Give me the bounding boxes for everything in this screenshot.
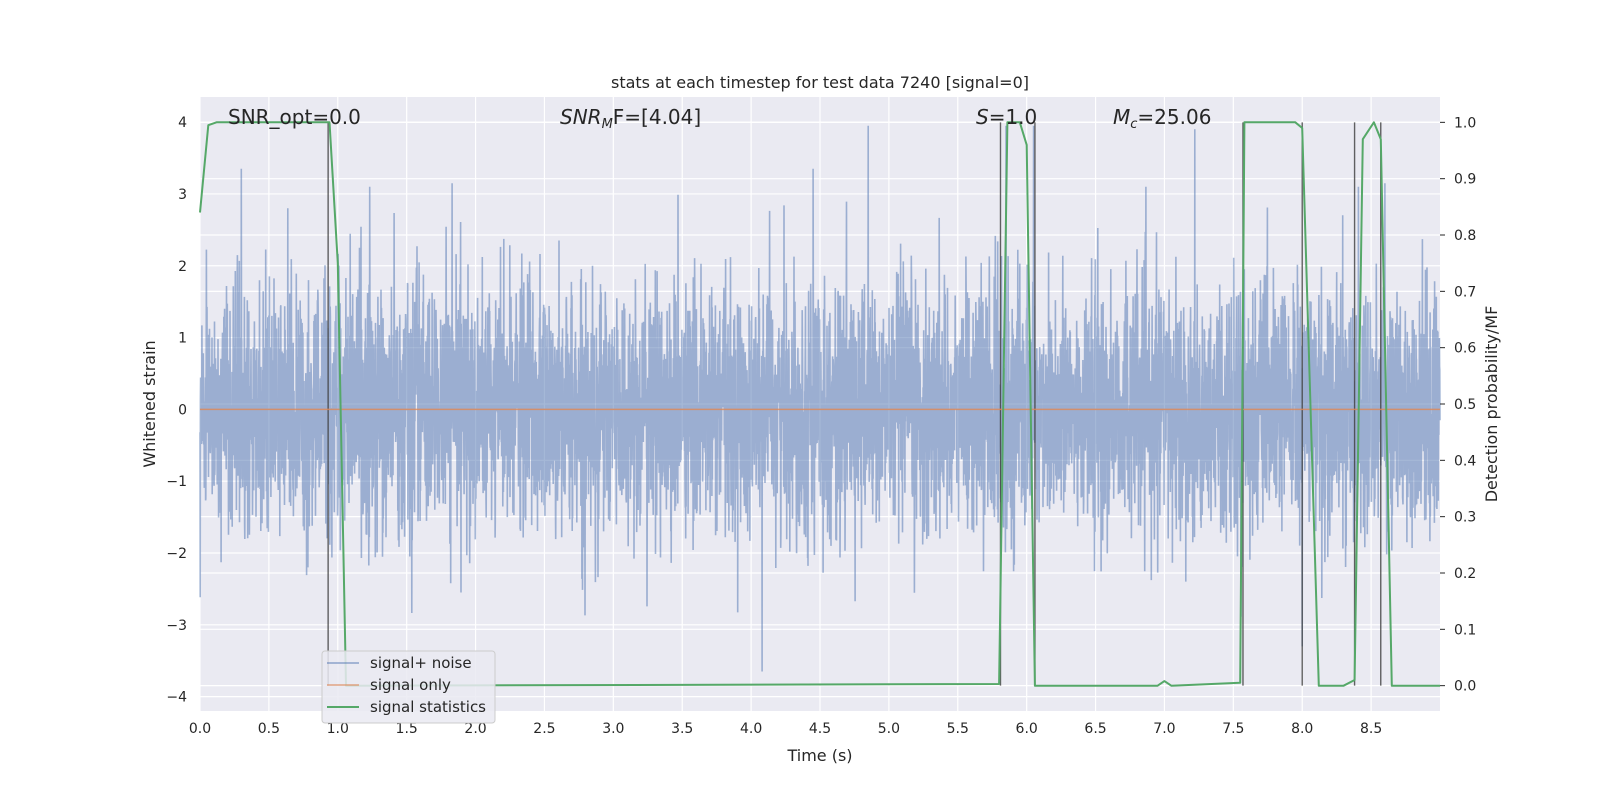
x-tick-label: 6.5 (1084, 721, 1106, 737)
x-tick-label: 4.0 (740, 721, 762, 737)
signal-statistics-line (199, 121, 1440, 687)
mc-annotation: Mc=25.06 (1113, 105, 1211, 132)
x-tick-label: 8.0 (1291, 721, 1313, 737)
right-y-tick-label: 0.4 (1454, 453, 1476, 469)
left-y-tick-label: −3 (166, 618, 187, 634)
left-y-tick-label: 2 (178, 259, 187, 275)
legend: signal+ noise signal only signal statist… (321, 650, 496, 724)
legend-label-signal-only: signal only (370, 676, 451, 694)
chart-title: stats at each timestep for test data 724… (611, 73, 1029, 92)
right-y-tick-label: 0.7 (1454, 284, 1476, 300)
x-tick-label: 7.0 (1153, 721, 1175, 737)
right-y-tick-label: 0.2 (1454, 566, 1476, 582)
legend-box (321, 650, 496, 724)
legend-label-signal-statistics: signal statistics (370, 698, 486, 716)
left-y-tick-label: 1 (178, 331, 187, 347)
x-tick-label: 1.5 (396, 721, 418, 737)
signal-statistics-series (199, 121, 1440, 687)
x-axis-ticks: 0.0 0.5 1.0 1.5 2.0 2.5 3.0 3.5 4.0 4.5 5.0 5.5 6.0 6… (189, 721, 1382, 737)
x-tick-label: 4.5 (809, 721, 831, 737)
left-y-axis-label: Whitened strain (140, 340, 159, 467)
x-tick-label: 2.5 (533, 721, 555, 737)
left-y-tick-label: −1 (166, 474, 187, 490)
right-y-tick-label: 0.3 (1454, 510, 1476, 526)
snr-mf-annotation: SNRMF=[4.04] (560, 105, 701, 132)
right-y-axis-label: Detection probability/MF (1482, 306, 1501, 503)
right-y-tick-label: 0.5 (1454, 397, 1476, 413)
x-tick-label: 8.5 (1360, 721, 1382, 737)
legend-label-signal-noise: signal+ noise (370, 654, 472, 672)
right-y-tick-label: 0.6 (1454, 341, 1476, 357)
x-tick-label: 2.0 (464, 721, 486, 737)
right-y-tick-label: 1.0 (1454, 115, 1476, 131)
x-tick-label: 5.0 (878, 721, 900, 737)
x-tick-label: 3.0 (602, 721, 624, 737)
x-axis-label: Time (s) (786, 746, 852, 765)
right-y-axis-ticks: 1.0 0.9 0.8 0.7 0.6 0.5 0.4 0.3 0.2 0.1 0.0 (1440, 115, 1476, 695)
left-y-tick-label: 3 (178, 187, 187, 203)
left-y-tick-label: 0 (178, 402, 187, 418)
right-y-tick-label: 0.1 (1454, 622, 1476, 638)
left-y-axis-ticks: 4 3 2 1 0 −1 −2 −3 −4 (166, 115, 187, 706)
x-tick-label: 0.0 (189, 721, 211, 737)
x-tick-label: 1.0 (327, 721, 349, 737)
s-annotation: S=1.0 (976, 105, 1037, 129)
signal-noise-series (199, 125, 1441, 672)
x-tick-label: 3.5 (671, 721, 693, 737)
left-y-tick-label: −4 (166, 690, 187, 706)
x-tick-label: 5.5 (947, 721, 969, 737)
right-y-tick-label: 0.9 (1454, 172, 1476, 188)
x-tick-label: 0.5 (258, 721, 280, 737)
signal-noise-line (199, 125, 1441, 672)
x-tick-label: 7.5 (1222, 721, 1244, 737)
left-y-tick-label: −2 (166, 546, 187, 562)
snr-opt-annotation: SNR_opt=0.0 (228, 105, 361, 129)
right-y-tick-label: 0.8 (1454, 228, 1476, 244)
right-y-tick-label: 0.0 (1454, 679, 1476, 695)
x-tick-label: 6.0 (1016, 721, 1038, 737)
left-y-tick-label: 4 (178, 115, 187, 131)
